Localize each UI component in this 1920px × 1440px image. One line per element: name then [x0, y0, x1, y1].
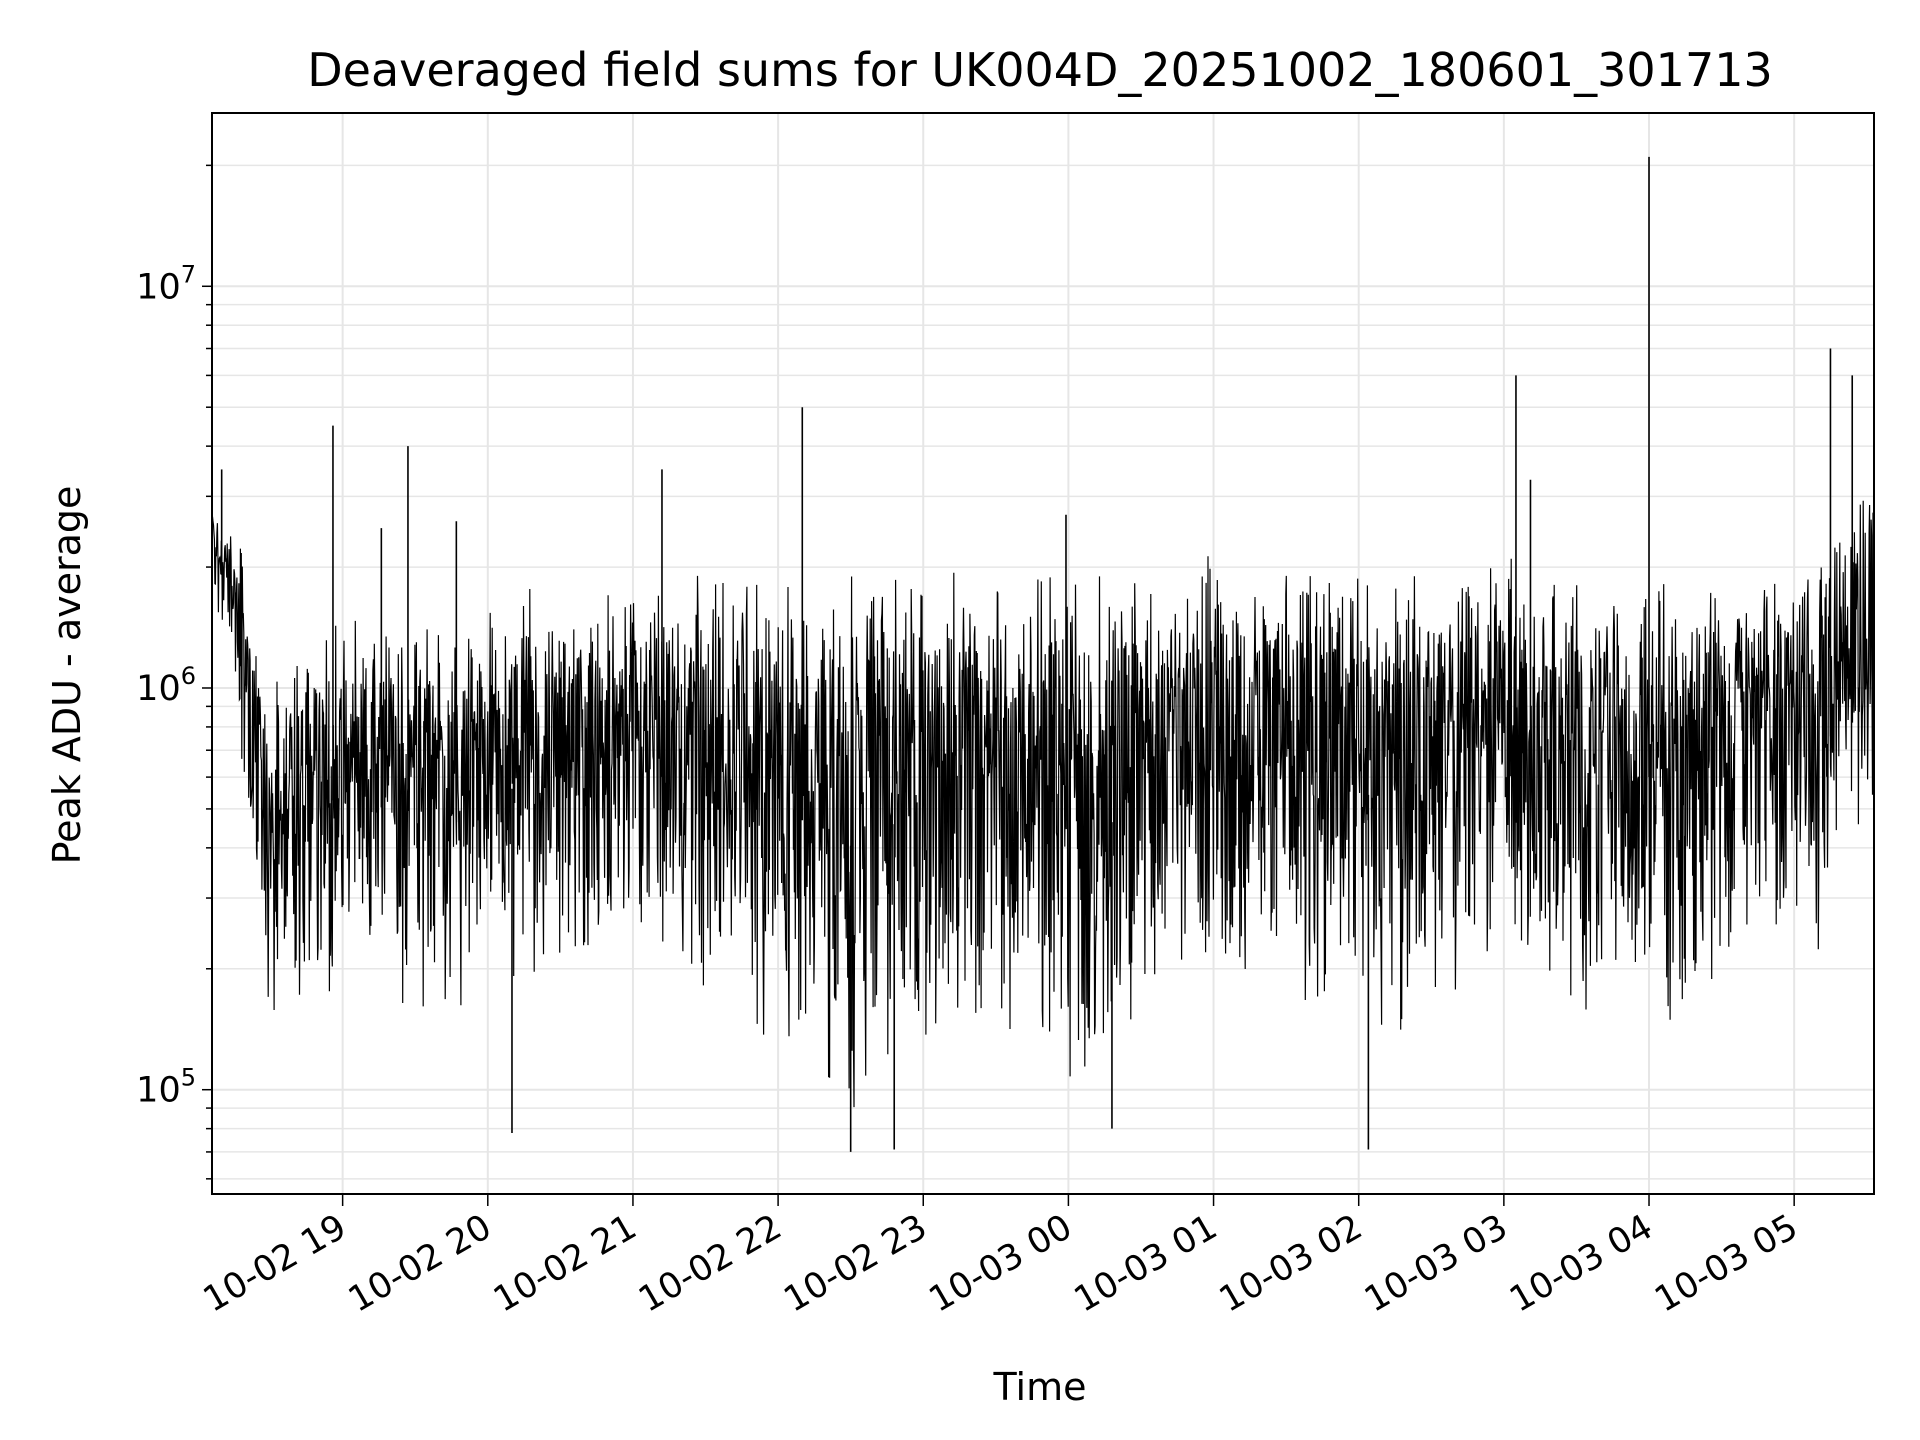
- plot-frame: [211, 112, 1875, 1195]
- series-line: [211, 500, 1875, 1108]
- chart-title: Deaveraged field sums for UK004D_2025100…: [307, 43, 1773, 97]
- y-axis-label: Peak ADU - average: [45, 486, 89, 865]
- x-axis-label: Time: [993, 1365, 1087, 1409]
- y-tick-label: 106: [136, 662, 196, 709]
- y-axis-ticks: 105 106 107: [136, 164, 212, 1180]
- y-tick-label: 107: [136, 260, 196, 307]
- series-layer: [211, 156, 1875, 1152]
- y-tick-label: 105: [136, 1064, 196, 1111]
